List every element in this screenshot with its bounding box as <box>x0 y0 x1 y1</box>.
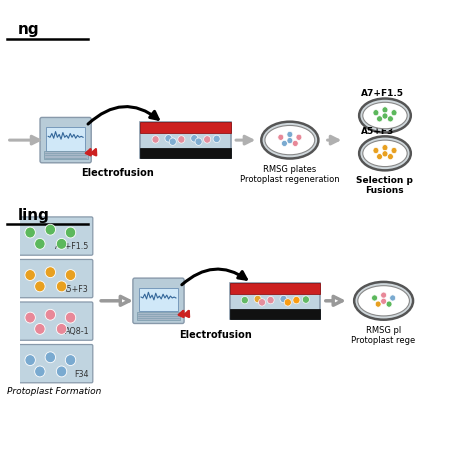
Circle shape <box>391 147 397 154</box>
Circle shape <box>296 134 302 140</box>
Circle shape <box>241 296 248 304</box>
Circle shape <box>45 267 55 278</box>
Circle shape <box>45 352 55 363</box>
Circle shape <box>25 355 36 365</box>
Circle shape <box>382 151 388 157</box>
Ellipse shape <box>359 99 411 133</box>
Text: Electrofusion: Electrofusion <box>82 168 154 179</box>
Circle shape <box>56 238 67 249</box>
Circle shape <box>204 136 211 143</box>
Circle shape <box>65 355 76 365</box>
Circle shape <box>386 301 392 307</box>
Circle shape <box>381 298 387 304</box>
Text: A5+F3: A5+F3 <box>63 285 89 294</box>
Circle shape <box>178 136 185 143</box>
Circle shape <box>377 154 383 160</box>
Ellipse shape <box>261 122 319 158</box>
Text: F34: F34 <box>75 370 89 379</box>
Bar <box>137 312 181 320</box>
Text: Electrofusion: Electrofusion <box>179 330 252 340</box>
Text: ng: ng <box>18 22 40 37</box>
Circle shape <box>25 312 36 323</box>
FancyBboxPatch shape <box>40 118 91 163</box>
Circle shape <box>292 140 298 146</box>
Ellipse shape <box>359 137 411 170</box>
Circle shape <box>387 154 393 160</box>
Circle shape <box>65 312 76 323</box>
FancyBboxPatch shape <box>133 278 184 323</box>
FancyBboxPatch shape <box>15 302 93 340</box>
Text: RMSG pl
Protoplast rege: RMSG pl Protoplast rege <box>352 326 416 345</box>
Circle shape <box>195 138 202 146</box>
Circle shape <box>35 323 45 334</box>
Circle shape <box>293 296 300 304</box>
Ellipse shape <box>363 102 407 129</box>
Circle shape <box>287 131 293 137</box>
Circle shape <box>45 224 55 235</box>
Circle shape <box>391 109 397 116</box>
Circle shape <box>302 296 310 303</box>
Circle shape <box>372 295 377 301</box>
Circle shape <box>382 145 388 151</box>
Text: Protoplast Formation: Protoplast Formation <box>7 387 101 396</box>
Circle shape <box>35 281 45 292</box>
Text: RMSG plates
Protoplast regeneration: RMSG plates Protoplast regeneration <box>240 164 340 184</box>
Circle shape <box>169 138 176 146</box>
Circle shape <box>287 137 293 144</box>
Circle shape <box>35 238 45 249</box>
Text: A5+F3: A5+F3 <box>361 128 394 137</box>
FancyBboxPatch shape <box>15 259 93 298</box>
Circle shape <box>375 301 381 307</box>
Bar <box>44 151 88 159</box>
Ellipse shape <box>265 126 315 155</box>
FancyBboxPatch shape <box>229 283 320 319</box>
Circle shape <box>373 109 379 116</box>
Text: A7+F1.5: A7+F1.5 <box>55 242 89 251</box>
Circle shape <box>65 270 76 281</box>
Text: Selection p
Fusions: Selection p Fusions <box>356 175 412 195</box>
Bar <box>46 127 85 151</box>
Text: AQ8-1: AQ8-1 <box>64 328 89 337</box>
Circle shape <box>254 295 261 303</box>
Circle shape <box>377 116 383 122</box>
Circle shape <box>152 136 159 143</box>
Circle shape <box>284 299 292 306</box>
Bar <box>229 283 320 294</box>
Circle shape <box>25 227 36 238</box>
Circle shape <box>56 323 67 334</box>
FancyBboxPatch shape <box>140 122 231 158</box>
Circle shape <box>267 296 274 304</box>
Text: A7+F1.5: A7+F1.5 <box>361 89 404 98</box>
Ellipse shape <box>354 282 413 319</box>
Ellipse shape <box>358 286 410 316</box>
Circle shape <box>56 366 67 377</box>
Circle shape <box>65 227 76 238</box>
Circle shape <box>35 366 45 377</box>
Circle shape <box>165 135 172 142</box>
Text: ling: ling <box>18 208 50 223</box>
Circle shape <box>382 107 388 113</box>
Circle shape <box>390 295 396 301</box>
Circle shape <box>25 270 36 281</box>
Circle shape <box>373 147 379 154</box>
Circle shape <box>282 140 287 146</box>
Circle shape <box>191 135 198 142</box>
Circle shape <box>56 281 67 292</box>
Circle shape <box>213 135 220 143</box>
Bar <box>139 288 178 311</box>
Circle shape <box>45 310 55 320</box>
Bar <box>229 309 320 319</box>
Circle shape <box>278 134 284 140</box>
FancyBboxPatch shape <box>15 217 93 255</box>
Bar <box>140 122 231 133</box>
Circle shape <box>280 295 287 303</box>
FancyBboxPatch shape <box>15 345 93 383</box>
Circle shape <box>381 292 387 298</box>
Bar <box>140 148 231 158</box>
Circle shape <box>387 116 393 122</box>
Circle shape <box>382 113 388 119</box>
Ellipse shape <box>363 140 407 166</box>
Circle shape <box>258 299 265 306</box>
